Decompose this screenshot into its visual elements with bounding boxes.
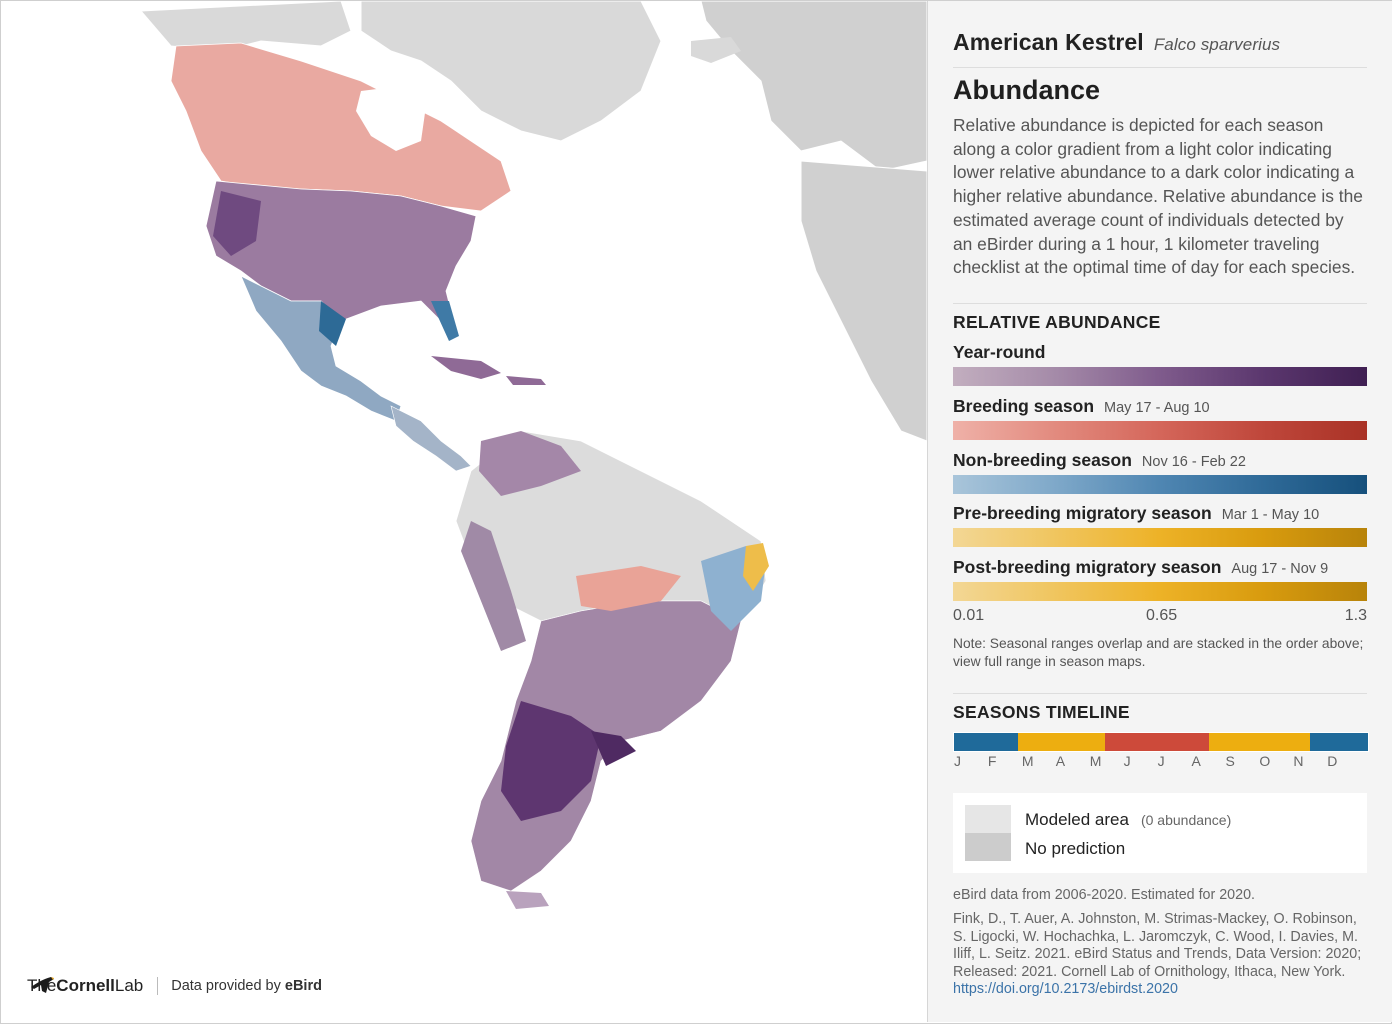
uruguay-dark-range: [591, 731, 636, 766]
modeled-area-label: Modeled area (0 abundance): [1025, 810, 1231, 830]
season-dates: May 17 - Aug 10: [1104, 400, 1210, 416]
map-canvas: [139, 1, 927, 909]
greenland-land: [360, 1, 662, 142]
month-label: J: [1123, 753, 1131, 769]
legend-yearround-label: Year-round: [953, 342, 1367, 363]
ebird-brand[interactable]: eBird: [284, 978, 322, 994]
citation: Fink, D., T. Auer, A. Johnston, M. Strim…: [953, 911, 1367, 999]
timeline-segment-breeding: [1105, 733, 1209, 751]
arctic-islands: [139, 1, 352, 52]
timeline-segment-pre-breeding: [1018, 733, 1106, 751]
season-name: Post-breeding migratory season: [953, 557, 1222, 577]
info-panel: American Kestrel Falco sparverius Abundan…: [927, 1, 1392, 1022]
legend-breeding-bar: [953, 421, 1367, 440]
legend-nonbreeding-label: Non-breeding season Nov 16 - Feb 22: [953, 450, 1367, 471]
season-dates: Aug 17 - Nov 9: [1231, 561, 1329, 577]
modeled-sub-text: (0 abundance): [1140, 812, 1232, 828]
no-prediction-label: No prediction: [1025, 839, 1126, 858]
logo-separator: [157, 977, 159, 995]
relative-abundance-heading: RELATIVE ABUNDANCE: [953, 312, 1161, 332]
legend-note: Note: Seasonal ranges overlap and are st…: [953, 636, 1364, 669]
month-label: J: [1157, 753, 1165, 769]
divider: [953, 67, 1367, 68]
legend-yearround-bar: [953, 367, 1367, 386]
argentina-dark-range: [501, 701, 601, 821]
season-dates: Mar 1 - May 10: [1221, 507, 1320, 523]
timeline-segment-post-breeding: [1208, 733, 1311, 751]
modeled-area-swatch: [965, 805, 1011, 833]
range-map[interactable]: TheCornellLab Data provided by eBird: [1, 1, 927, 1021]
usa-west-dark: [213, 191, 261, 256]
month-label: S: [1225, 753, 1235, 769]
seasons-timeline-heading: SEASONS TIMELINE: [953, 702, 1130, 722]
month-label: M: [1089, 753, 1102, 769]
europe-land: [700, 1, 927, 172]
modeled-label-text: Modeled area: [1025, 810, 1129, 829]
gulf-coast-dark: [319, 301, 346, 346]
iceland-land: [691, 37, 741, 63]
central-america-range: [390, 405, 472, 472]
month-label: A: [1055, 753, 1066, 769]
timeline-segment-non-breeding: [954, 733, 1019, 751]
canada-breeding-range: [170, 42, 512, 212]
north-sa-yearround: [479, 431, 581, 496]
season-name: Year-round: [953, 342, 1046, 362]
abundance-scale: 0.01 0.65 1.3: [953, 607, 1367, 627]
abundance-description: Relative abundance is depicted for each …: [953, 115, 1363, 278]
month-label: M: [1021, 753, 1034, 769]
month-label: A: [1191, 753, 1201, 769]
timeline-segment-non-breeding: [1310, 733, 1368, 751]
no-prediction-swatch: [965, 833, 1011, 861]
month-label: J: [954, 753, 961, 769]
legend-postbreeding-label: Post-breeding migratory season Aug 17 - N…: [953, 557, 1367, 578]
florida-range: [431, 301, 459, 341]
africa-land: [800, 160, 927, 442]
season-dates: Nov 16 - Feb 22: [1141, 454, 1246, 470]
common-name: American Kestrel: [953, 29, 1144, 55]
scale-max: 1.3: [1344, 607, 1367, 624]
data-provided-text: Data provided by eBird: [171, 978, 322, 994]
season-name: Breeding season: [953, 396, 1095, 416]
tierra-del-fuego: [506, 891, 549, 909]
legend-nonbreeding-bar: [953, 475, 1367, 494]
data-years: eBird data from 2006-2020. Estimated for…: [953, 887, 1256, 903]
map-key: Modeled area (0 abundance) No prediction: [953, 793, 1367, 873]
month-label: N: [1293, 753, 1304, 769]
hudson-bay: [356, 86, 426, 151]
logo-cornell: Cornell: [56, 976, 115, 995]
abundance-heading: Abundance: [953, 75, 1101, 105]
month-label: D: [1327, 753, 1338, 769]
divider: [953, 693, 1367, 694]
legend-postbreeding-bar: [953, 582, 1367, 601]
provided-prefix: Data provided by: [171, 978, 281, 994]
logo-lab: Lab: [114, 976, 144, 995]
legend-breeding-label: Breeding season May 17 - Aug 10: [953, 396, 1367, 417]
scale-min: 0.01: [953, 607, 985, 624]
season-name: Non-breeding season: [953, 450, 1132, 470]
brazil-migratory-range: [743, 543, 769, 591]
citation-text: Fink, D., T. Auer, A. Johnston, M. Strim…: [953, 911, 1362, 980]
seasons-timeline-bar: [953, 732, 1369, 752]
legend-prebreeding-bar: [953, 528, 1367, 547]
doi-link[interactable]: https://doi.org/10.2173/ebirdst.2020: [953, 981, 1178, 998]
caribbean-range: [431, 356, 501, 379]
scientific-name: Falco sparverius: [1153, 35, 1281, 54]
andes-range: [461, 521, 526, 651]
kestrel-bird-icon: [31, 977, 54, 993]
month-label: O: [1259, 753, 1271, 769]
species-title: American Kestrel Falco sparverius: [953, 29, 1367, 56]
cornell-lab-logo[interactable]: TheCornellLab Data provided by eBird: [27, 973, 322, 999]
caribbean-east: [506, 376, 546, 385]
bolivia-breeding-range: [576, 566, 681, 611]
season-name: Pre-breeding migratory season: [953, 503, 1212, 523]
scale-mid: 0.65: [1146, 607, 1178, 624]
divider: [953, 303, 1367, 304]
month-label: F: [987, 753, 997, 769]
legend-prebreeding-label: Pre-breeding migratory season Mar 1 - May…: [953, 503, 1367, 524]
